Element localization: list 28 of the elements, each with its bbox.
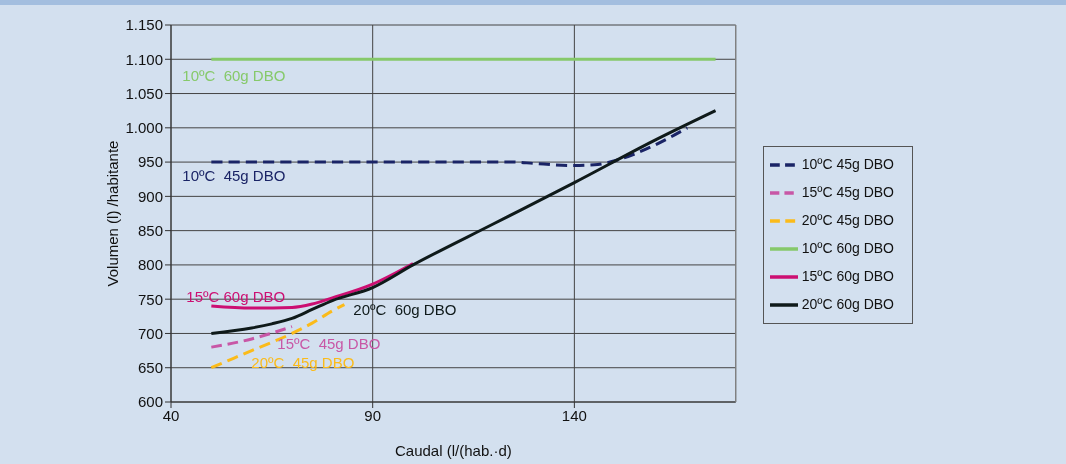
- annotation: 15ºC 60g DBO: [186, 287, 286, 305]
- x-axis-title: Caudal (l/(hab.·d): [395, 442, 512, 459]
- legend-label: 20ºC 60g DBO: [801, 295, 894, 312]
- x-tick-label: 140: [561, 406, 587, 424]
- y-tick-label: 900: [137, 187, 163, 205]
- legend-label: 10ºC 60g DBO: [801, 239, 894, 256]
- y-tick-label: 1.100: [125, 50, 163, 68]
- y-tick-label: 1.000: [125, 119, 163, 137]
- annotation: 10ºC 45g DBO: [182, 166, 286, 184]
- annotation: 20ºC 45g DBO: [251, 354, 355, 372]
- annotation: 10ºC 60g DBO: [182, 66, 286, 84]
- x-tick-label: 40: [162, 406, 180, 424]
- x-tick-label: 90: [364, 406, 382, 424]
- legend-label: 15ºC 60g DBO: [801, 267, 894, 284]
- y-tick-label: 1.050: [125, 84, 163, 102]
- y-tick-label: 850: [137, 221, 163, 239]
- legend-label: 20ºC 45g DBO: [801, 211, 894, 228]
- y-tick-label: 600: [137, 393, 163, 411]
- legend-label: 15ºC 45g DBO: [801, 183, 894, 200]
- y-tick-label: 800: [137, 256, 163, 274]
- y-tick-label: 1.150: [125, 16, 163, 34]
- legend-label: 10ºC 45g DBO: [801, 155, 894, 172]
- y-tick-label: 650: [137, 359, 163, 377]
- line-series: [209, 126, 689, 168]
- y-tick-label: 950: [137, 153, 163, 171]
- y-axis-title: Volumen (l) /habitante: [104, 140, 122, 287]
- y-tick-label: 750: [137, 290, 163, 308]
- y-tick-label: 700: [137, 324, 163, 342]
